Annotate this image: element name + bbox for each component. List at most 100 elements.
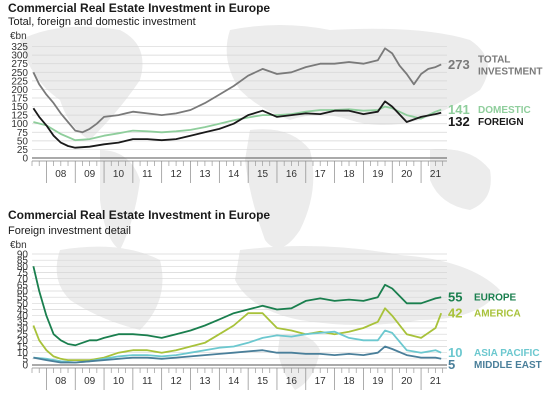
series-end-value: 42: [448, 306, 462, 321]
x-tick-label: 08: [55, 376, 67, 387]
y-tick-label: 325: [11, 42, 28, 53]
y-tick-label: 20: [17, 336, 29, 347]
x-tick-label: 20: [401, 376, 413, 387]
x-tick-label: 13: [199, 376, 211, 387]
y-tick-label: 80: [17, 262, 29, 273]
series-name-label: DOMESTIC: [478, 105, 531, 116]
x-tick-label: 18: [343, 376, 355, 387]
y-tick-label: 45: [17, 305, 29, 316]
world-map-continent-shape: [430, 149, 491, 210]
x-tick-label: 13: [199, 169, 211, 180]
y-tick-label: 15: [17, 342, 29, 353]
x-tick-label: 08: [55, 169, 67, 180]
x-tick-label: 21: [430, 376, 442, 387]
y-tick-label: 25: [17, 330, 29, 341]
y-tick-label: 275: [11, 59, 28, 70]
series-line-europe: [32, 266, 442, 347]
x-tick-label: 11: [142, 169, 153, 180]
series-end-value: 141: [448, 102, 470, 117]
y-tick-label: 70: [17, 274, 29, 285]
series-line-domestic: [33, 105, 442, 142]
series-end-value: 10: [448, 345, 462, 360]
chart-title: Commercial Real Estate Investment in Eur…: [8, 1, 271, 15]
y-tick-label: 90: [17, 250, 29, 261]
y-axis-unit-label: €bn: [10, 240, 27, 251]
x-tick-label: 21: [430, 169, 442, 180]
world-map-continent-shape: [100, 150, 140, 250]
y-tick-label: 5: [22, 354, 28, 365]
y-tick-label: 175: [11, 94, 28, 105]
x-tick-label: 10: [113, 169, 125, 180]
y-tick-label: 35: [17, 317, 29, 328]
x-tick-label: 20: [401, 169, 413, 180]
series-line-total-investment: [32, 47, 442, 134]
x-tick-label: 16: [286, 169, 298, 180]
world-map-continent-shape: [226, 25, 488, 125]
y-tick-label: 40: [17, 311, 29, 322]
x-tick-label: 16: [286, 376, 298, 387]
x-tick-label: 12: [171, 376, 183, 387]
y-tick-label: 0: [22, 154, 28, 165]
y-tick-label: 200: [11, 85, 28, 96]
series-name-label: ASIA PACIFIC: [474, 348, 540, 359]
chart-title: Commercial Real Estate Investment in Eur…: [8, 208, 271, 222]
x-tick-label: 19: [372, 169, 384, 180]
y-tick-label: 65: [17, 280, 29, 291]
y-tick-label: 225: [11, 76, 28, 87]
series-name-label: AMERICA: [474, 309, 521, 320]
x-tick-label: 12: [171, 169, 183, 180]
x-tick-label: 18: [343, 169, 355, 180]
x-tick-label: 14: [228, 376, 240, 387]
y-tick-label: 75: [17, 268, 29, 279]
y-tick-label: 30: [17, 324, 29, 335]
series-line-america: [32, 307, 443, 362]
chart-subtitle: Total, foreign and domestic investment: [8, 16, 196, 28]
world-map-continent-shape: [235, 246, 500, 325]
x-tick-label: 15: [257, 376, 269, 387]
series-end-value: 132: [448, 114, 470, 129]
y-tick-label: 125: [11, 111, 28, 122]
x-tick-label: 09: [84, 376, 96, 387]
y-axis-unit-label: €bn: [10, 31, 27, 42]
y-tick-label: 10: [17, 348, 29, 359]
series-name-label: FOREIGN: [478, 117, 524, 128]
series-end-value: 55: [448, 290, 462, 305]
x-tick-label: 11: [142, 376, 153, 387]
series-line-middle-east: [33, 345, 442, 364]
x-tick-label: 15: [257, 169, 269, 180]
chart-panel-total: Commercial Real Estate Investment in Eur…: [0, 0, 550, 205]
chart-subtitle: Foreign investment detail: [8, 225, 131, 237]
x-tick-label: 14: [228, 169, 240, 180]
series-name-label: TOTAL: [478, 54, 510, 65]
x-tick-label: 19: [372, 376, 384, 387]
x-tick-label: 10: [113, 376, 125, 387]
y-tick-label: 50: [17, 299, 29, 310]
y-tick-label: 150: [11, 102, 28, 113]
y-tick-label: 50: [17, 136, 29, 147]
x-tick-label: 09: [84, 169, 96, 180]
x-tick-label: 17: [315, 376, 327, 387]
series-line-foreign: [32, 100, 442, 149]
y-tick-label: 60: [17, 287, 29, 298]
world-map-continent-shape: [278, 334, 320, 390]
y-tick-label: 250: [11, 68, 28, 79]
y-tick-label: 55: [17, 293, 29, 304]
y-tick-label: 85: [17, 256, 29, 267]
world-map-continent-shape: [245, 129, 314, 248]
y-tick-label: 25: [17, 145, 29, 156]
y-tick-label: 75: [17, 128, 29, 139]
series-end-value: 273: [448, 57, 470, 72]
series-name-label: INVESTMENT: [478, 66, 542, 77]
chart-panel-foreign-detail: Commercial Real Estate Investment in Eur…: [0, 205, 550, 418]
y-tick-label: 0: [22, 361, 28, 372]
x-tick-label: 17: [315, 169, 327, 180]
y-tick-label: 100: [11, 119, 28, 130]
series-name-label: MIDDLE EAST: [474, 360, 542, 371]
series-end-value: 5: [448, 357, 455, 372]
y-tick-label: 300: [11, 51, 28, 62]
series-line-asia-pacific: [33, 329, 442, 364]
series-name-label: EUROPE: [474, 293, 517, 304]
